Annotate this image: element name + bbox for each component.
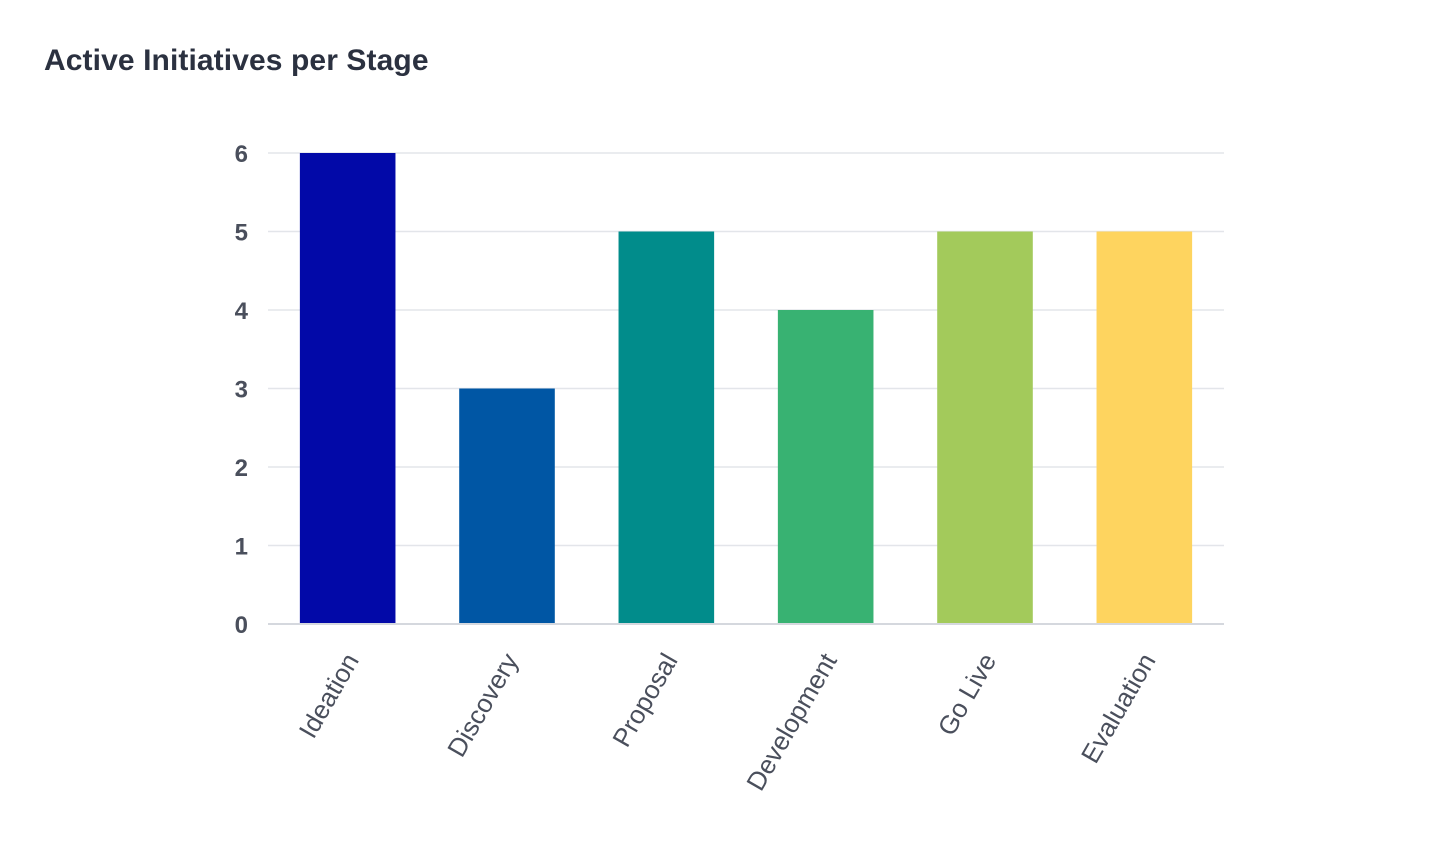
bar-go-live[interactable] [937,231,1033,625]
bar-discovery[interactable] [459,388,555,625]
y-tick-label: 3 [235,377,248,404]
x-tick-label: Go Live [931,648,1002,741]
chart-title: Active Initiatives per Stage [44,44,429,77]
bar-proposal[interactable] [618,231,715,625]
y-tick-label: 6 [235,141,248,168]
bar-evaluation[interactable] [1096,231,1193,625]
x-tick-label: Evaluation [1075,648,1162,768]
gridlines [268,152,1224,547]
y-tick-label: 1 [235,534,248,561]
bar-development[interactable] [777,310,874,624]
y-tick-label: 2 [235,455,248,482]
bars [299,153,1193,625]
y-tick-label: 0 [235,612,248,639]
y-tick-label: 5 [235,220,248,247]
x-tick-label: Proposal [606,648,683,752]
x-tick-label: Ideation [293,648,365,743]
x-tick-label: Development [740,647,843,795]
y-tick-label: 4 [235,298,249,325]
x-tick-label: Discovery [441,648,524,762]
bar-ideation[interactable] [299,153,396,624]
